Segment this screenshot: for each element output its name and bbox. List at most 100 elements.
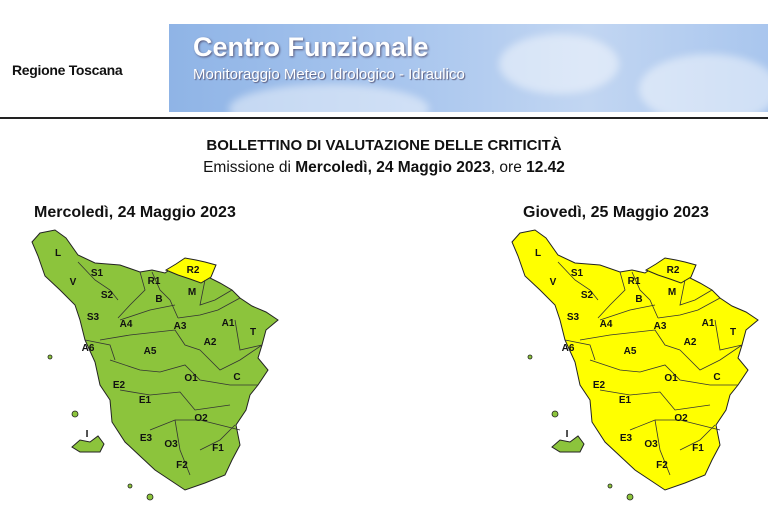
zone-label-a6: A6 bbox=[562, 343, 575, 354]
alert-map-tomorrow: L S1 V S2 R1 R2 B M S3 A4 A3 A1 T A2 A6 A5 C O1 E2 E1 O2 I E3 O… bbox=[511, 229, 759, 501]
zone-label-e1: E1 bbox=[139, 395, 152, 406]
small-island bbox=[626, 493, 634, 501]
small-island bbox=[551, 410, 559, 418]
zone-label-a4: A4 bbox=[600, 319, 613, 330]
zone-label-a3: A3 bbox=[174, 321, 187, 332]
zone-label-a6: A6 bbox=[82, 343, 95, 354]
map-date-tomorrow: Giovedì, 25 Maggio 2023 bbox=[523, 204, 709, 221]
zone-label-m: M bbox=[668, 287, 676, 298]
header-banner: Centro Funzionale Monitoraggio Meteo Idr… bbox=[169, 24, 768, 112]
zone-label-s1: S1 bbox=[571, 268, 584, 279]
zone-label-r1: R1 bbox=[148, 276, 161, 287]
zone-label-i: I bbox=[566, 429, 569, 440]
zone-border bbox=[99, 329, 201, 351]
small-island bbox=[47, 354, 53, 360]
zone-label-l: L bbox=[535, 248, 541, 259]
zone-label-s2: S2 bbox=[581, 290, 594, 301]
zone-label-s3: S3 bbox=[87, 312, 100, 323]
zone-label-a1: A1 bbox=[702, 318, 715, 329]
zone-border bbox=[679, 279, 713, 306]
zone-label-v: V bbox=[70, 277, 77, 288]
zone-label-o3: O3 bbox=[164, 439, 178, 450]
zone-r2-area bbox=[164, 257, 217, 284]
zone-label-e3: E3 bbox=[140, 433, 153, 444]
zone-border bbox=[589, 359, 738, 386]
zone-label-a5: A5 bbox=[624, 346, 637, 357]
zone-border bbox=[631, 271, 659, 319]
zone-border bbox=[174, 419, 191, 476]
zone-label-l: L bbox=[55, 248, 61, 259]
region-name: Regione Toscana bbox=[12, 62, 123, 78]
zone-label-a3: A3 bbox=[654, 321, 667, 332]
zone-border bbox=[149, 419, 241, 431]
zone-label-c: C bbox=[233, 372, 240, 383]
zone-border bbox=[564, 339, 596, 361]
zone-label-t: T bbox=[250, 327, 256, 338]
zone-border bbox=[679, 424, 716, 451]
zone-border bbox=[109, 359, 258, 386]
zone-border bbox=[657, 297, 721, 319]
small-island bbox=[607, 483, 613, 489]
zone-area bbox=[31, 229, 279, 491]
zone-i-area bbox=[71, 435, 105, 453]
banner-title: Centro Funzionale bbox=[193, 32, 429, 62]
header-divider bbox=[0, 117, 768, 119]
zone-label-o2: O2 bbox=[194, 413, 208, 424]
zone-border bbox=[599, 304, 656, 321]
zone-border bbox=[199, 344, 263, 371]
zone-r2-area bbox=[644, 257, 697, 284]
issue-prefix: Emissione di bbox=[203, 159, 296, 176]
zone-border bbox=[714, 319, 743, 351]
zone-border bbox=[199, 279, 233, 306]
zone-border bbox=[199, 424, 236, 451]
zone-label-f1: F1 bbox=[692, 443, 704, 454]
zone-label-e3: E3 bbox=[620, 433, 633, 444]
issue-mid: , ore bbox=[490, 159, 527, 176]
zone-label-o2: O2 bbox=[674, 413, 688, 424]
zone-border bbox=[579, 329, 681, 351]
zone-label-b: B bbox=[635, 294, 642, 305]
zone-label-a4: A4 bbox=[120, 319, 133, 330]
small-island bbox=[71, 410, 79, 418]
zone-label-r2: R2 bbox=[667, 265, 680, 276]
bulletin-title: BOLLETTINO DI VALUTAZIONE DELLE CRITICIT… bbox=[206, 137, 562, 154]
zone-border bbox=[117, 271, 146, 319]
zone-border bbox=[597, 271, 626, 319]
zone-border bbox=[151, 271, 179, 319]
zone-label-a2: A2 bbox=[204, 337, 217, 348]
zone-label-f2: F2 bbox=[176, 460, 188, 471]
zone-label-c: C bbox=[713, 372, 720, 383]
zone-border bbox=[679, 344, 743, 371]
zone-area bbox=[511, 229, 759, 491]
map-date-today: Mercoledì, 24 Maggio 2023 bbox=[34, 204, 236, 221]
zone-border bbox=[599, 389, 711, 411]
zone-border bbox=[654, 419, 671, 476]
banner-subtitle: Monitoraggio Meteo Idrologico - Idraulic… bbox=[193, 66, 465, 83]
zone-border bbox=[119, 304, 176, 321]
zone-label-a1: A1 bbox=[222, 318, 235, 329]
alert-map-today: L S1 V S2 R1 R2 B M S3 A4 A3 A1 T A2 A6 A5 C O1 E2 E1 O2 I E3 O… bbox=[31, 229, 279, 501]
zone-label-o3: O3 bbox=[644, 439, 658, 450]
zone-border bbox=[234, 319, 263, 351]
small-island bbox=[127, 483, 133, 489]
zone-label-s2: S2 bbox=[101, 290, 114, 301]
zone-border bbox=[629, 419, 721, 431]
zone-border bbox=[177, 297, 241, 319]
small-island bbox=[146, 493, 154, 501]
zone-border bbox=[84, 339, 116, 361]
zone-label-r1: R1 bbox=[628, 276, 641, 287]
zone-label-f1: F1 bbox=[212, 443, 224, 454]
zone-label-f2: F2 bbox=[656, 460, 668, 471]
issue-time: 12.42 bbox=[526, 159, 565, 176]
zone-label-e2: E2 bbox=[593, 380, 606, 391]
zone-label-s3: S3 bbox=[567, 312, 580, 323]
zone-label-v: V bbox=[550, 277, 557, 288]
zone-label-o1: O1 bbox=[664, 373, 678, 384]
zone-label-e1: E1 bbox=[619, 395, 632, 406]
zone-label-s1: S1 bbox=[91, 268, 104, 279]
zone-label-m: M bbox=[188, 287, 196, 298]
zone-label-i: I bbox=[86, 429, 89, 440]
zone-label-a2: A2 bbox=[684, 337, 697, 348]
small-island bbox=[527, 354, 533, 360]
bulletin-issue: Emissione di Mercoledì, 24 Maggio 2023, … bbox=[0, 159, 768, 177]
